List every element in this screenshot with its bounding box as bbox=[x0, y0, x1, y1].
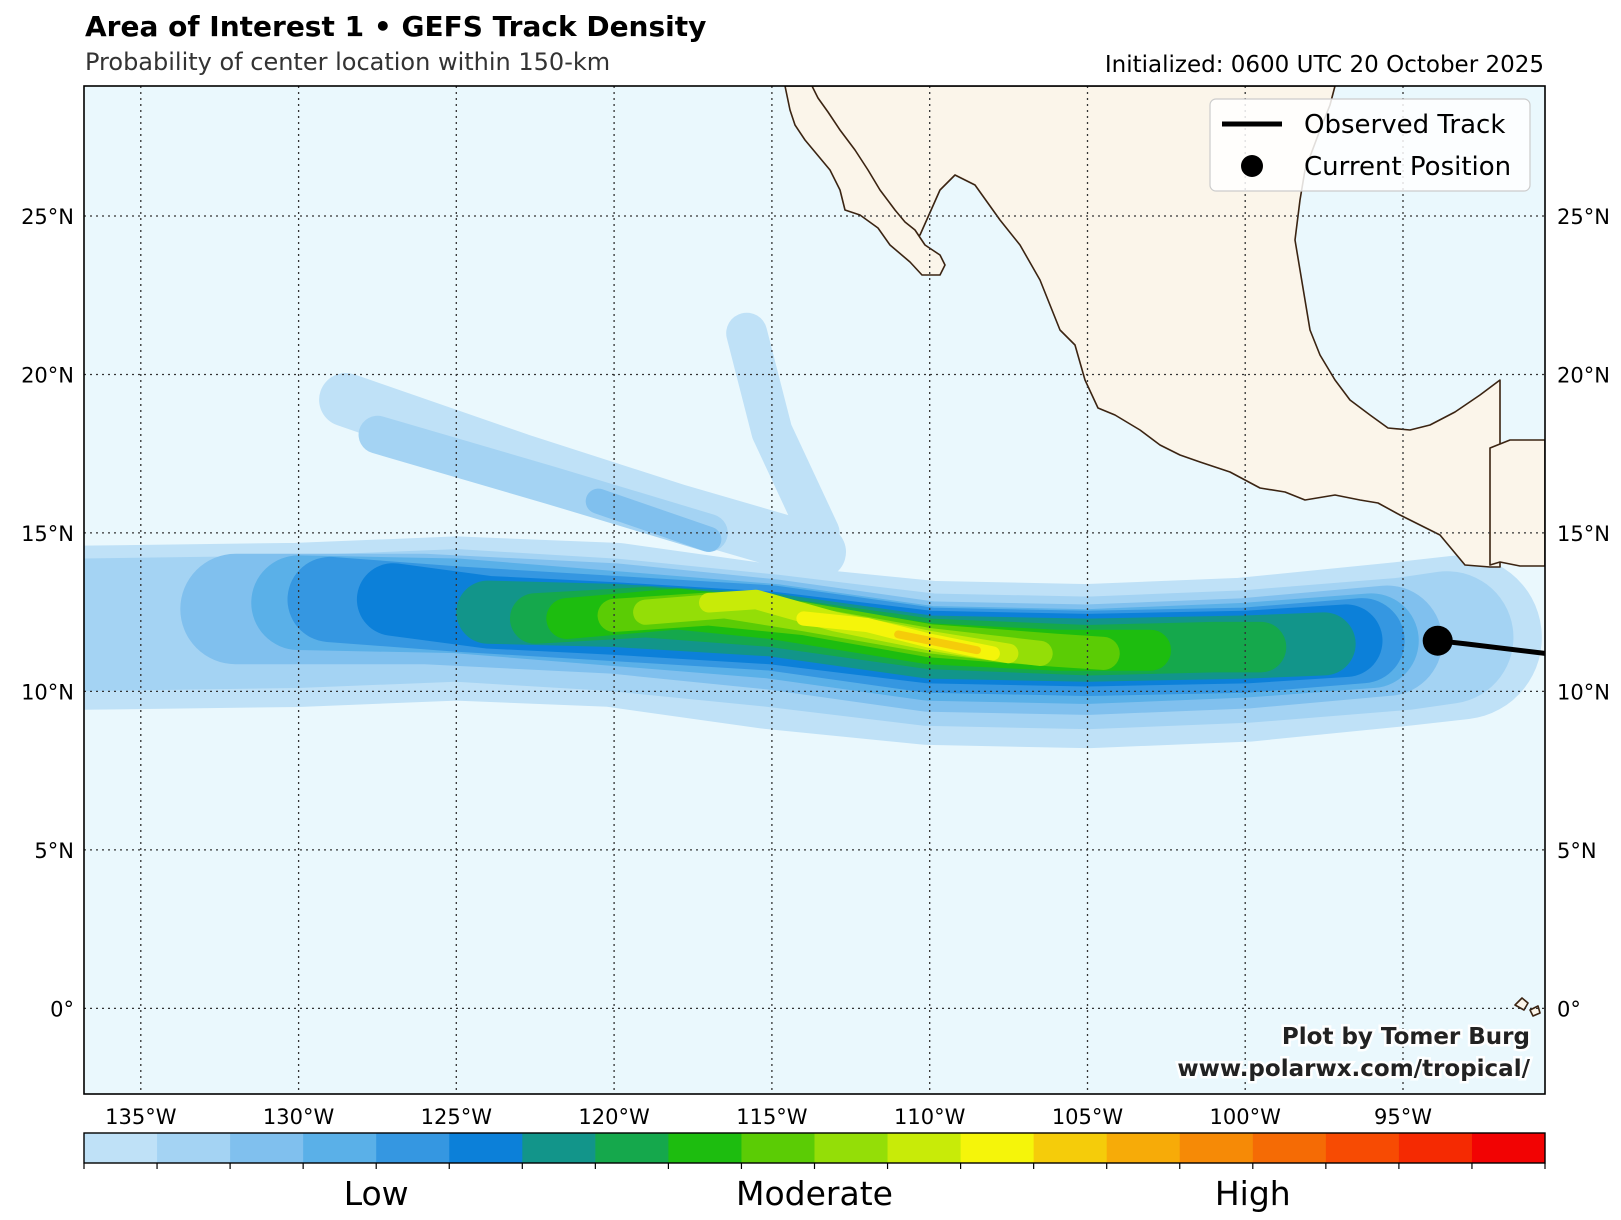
colorbar-swatch bbox=[1106, 1133, 1181, 1163]
colorbar-label-moderate: Moderate bbox=[736, 1174, 893, 1213]
land-layer bbox=[784, 86, 1545, 1017]
colorbar-swatch bbox=[376, 1133, 450, 1163]
colorbar bbox=[83, 1132, 1546, 1169]
lat-tick-label-left: 5°N bbox=[34, 839, 74, 863]
colorbar-swatch bbox=[157, 1133, 231, 1163]
density-layer bbox=[84, 312, 1542, 749]
lon-tick-label: 100°W bbox=[1210, 1105, 1282, 1129]
colorbar-labels: Low Moderate High bbox=[344, 1174, 1291, 1213]
colorbar-swatch bbox=[449, 1133, 523, 1163]
lon-tick-label: 130°W bbox=[263, 1105, 335, 1129]
legend-box bbox=[1209, 98, 1531, 192]
lat-tick-label-right: 20°N bbox=[1557, 364, 1610, 388]
colorbar-swatch bbox=[814, 1133, 889, 1163]
colorbar-swatch bbox=[303, 1133, 377, 1163]
legend-current-position-label: Current Position bbox=[1304, 152, 1511, 182]
colorbar-label-high: High bbox=[1215, 1174, 1291, 1213]
colorbar-swatch bbox=[522, 1133, 596, 1163]
observed-track-layer bbox=[1422, 625, 1545, 656]
map-frame bbox=[83, 85, 1546, 1095]
colorbar-swatch bbox=[668, 1133, 742, 1163]
colorbar-swatch bbox=[887, 1133, 962, 1163]
current-position-marker bbox=[1422, 625, 1453, 656]
map-title: Area of Interest 1 • GEFS Track Density bbox=[85, 10, 707, 43]
legend-observed-track-label: Observed Track bbox=[1304, 110, 1505, 140]
central-america bbox=[1489, 439, 1545, 567]
lat-tick-label-right: 15°N bbox=[1557, 522, 1610, 546]
lat-tick-label-right: 10°N bbox=[1557, 680, 1610, 704]
colorbar-label-low: Low bbox=[344, 1174, 409, 1213]
density-branch-level-1 bbox=[726, 312, 840, 554]
lat-tick-label-left: 25°N bbox=[21, 205, 74, 229]
map-legend: Observed Track Current Position bbox=[1209, 98, 1531, 192]
axis-ticks: 135°W 130°W 125°W 120°W 115°W 110°W 105°W 100°W… bbox=[21, 205, 1610, 1129]
lon-tick-label: 95°W bbox=[1374, 1105, 1432, 1129]
map-subtitle: Probability of center location within 15… bbox=[85, 48, 611, 76]
lon-tick-label: 125°W bbox=[421, 1105, 493, 1129]
graticule bbox=[84, 86, 1545, 1094]
colorbar-swatch bbox=[1179, 1133, 1254, 1163]
lat-tick-label-right: 0° bbox=[1557, 997, 1581, 1021]
colorbar-swatch bbox=[84, 1133, 158, 1163]
lon-tick-label: 105°W bbox=[1052, 1105, 1124, 1129]
map-area bbox=[84, 86, 1545, 1094]
baja-california bbox=[784, 86, 946, 276]
colorbar-swatch bbox=[1471, 1133, 1546, 1163]
lat-tick-label-right: 5°N bbox=[1557, 839, 1597, 863]
current-position-dot-icon bbox=[1241, 155, 1263, 177]
colorbar-swatch bbox=[1252, 1133, 1327, 1163]
colorbar-swatch bbox=[1325, 1133, 1400, 1163]
colorbar-swatch bbox=[230, 1133, 304, 1163]
credit-author: Plot by Tomer Burg bbox=[1282, 1024, 1530, 1050]
lat-tick-label-left: 20°N bbox=[21, 364, 74, 388]
lat-tick-label-right: 25°N bbox=[1557, 205, 1610, 229]
lon-tick-label: 115°W bbox=[736, 1105, 808, 1129]
lon-tick-label: 110°W bbox=[894, 1105, 966, 1129]
credit-website: www.polarwx.com/tropical/ bbox=[1177, 1056, 1530, 1082]
colorbar-swatch bbox=[595, 1133, 669, 1163]
colorbar-swatch bbox=[1033, 1133, 1108, 1163]
lat-tick-label-left: 10°N bbox=[21, 680, 74, 704]
colorbar-swatch bbox=[1398, 1133, 1473, 1163]
initialized-time: Initialized: 0600 UTC 20 October 2025 bbox=[1104, 52, 1544, 78]
density-band-level-14 bbox=[894, 630, 981, 655]
lon-tick-label: 135°W bbox=[105, 1105, 177, 1129]
galapagos-islands bbox=[1514, 997, 1541, 1017]
colorbar-swatch bbox=[741, 1133, 815, 1163]
colorbar-swatch bbox=[960, 1133, 1035, 1163]
lat-tick-label-left: 15°N bbox=[21, 522, 74, 546]
lon-tick-label: 120°W bbox=[578, 1105, 650, 1129]
lat-tick-label-left: 0° bbox=[50, 997, 74, 1021]
